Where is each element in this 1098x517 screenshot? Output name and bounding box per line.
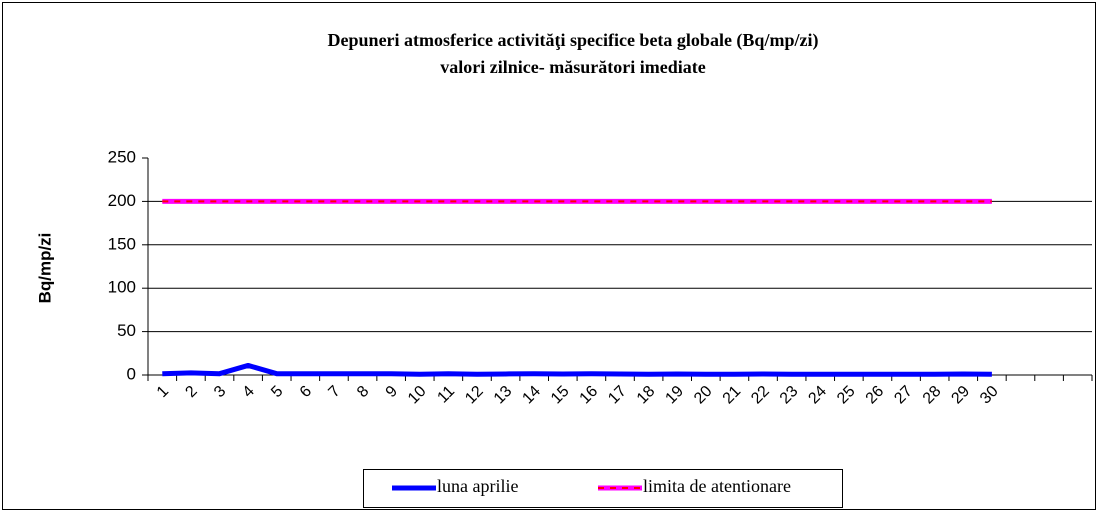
legend-label: luna aprilie (437, 476, 518, 496)
y-tick-label: 50 (117, 321, 136, 340)
legend-label: limita de atentionare (643, 476, 791, 496)
y-tick-label: 200 (108, 191, 136, 210)
y-tick-label: 150 (108, 234, 136, 253)
y-tick-label: 100 (108, 278, 136, 297)
chart-frame (2, 2, 1096, 510)
series-line (162, 362, 992, 377)
chart-title: Depuneri atmosferice activităţi specific… (328, 30, 819, 51)
chart-subtitle: valori zilnice- măsurători imediate (440, 57, 705, 77)
y-axis-label: Bq/mp/zi (35, 233, 54, 304)
y-tick-label: 250 (108, 147, 136, 166)
y-tick-label: 0 (127, 364, 136, 383)
